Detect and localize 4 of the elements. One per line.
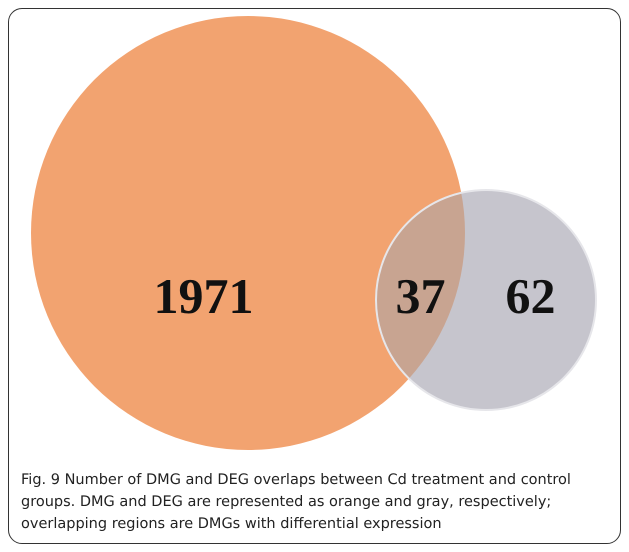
data-label: 37 — [396, 268, 446, 324]
caption: Fig. 9 Number of DMG and DEG overlaps between Cd treatment and control groups. DMG and DEG are represented as orange and gray, respectively; overlapping regions are DMGs with differential expression — [20, 471, 572, 534]
data-label: 62 — [506, 268, 556, 324]
data-label: 1971 — [154, 268, 254, 324]
